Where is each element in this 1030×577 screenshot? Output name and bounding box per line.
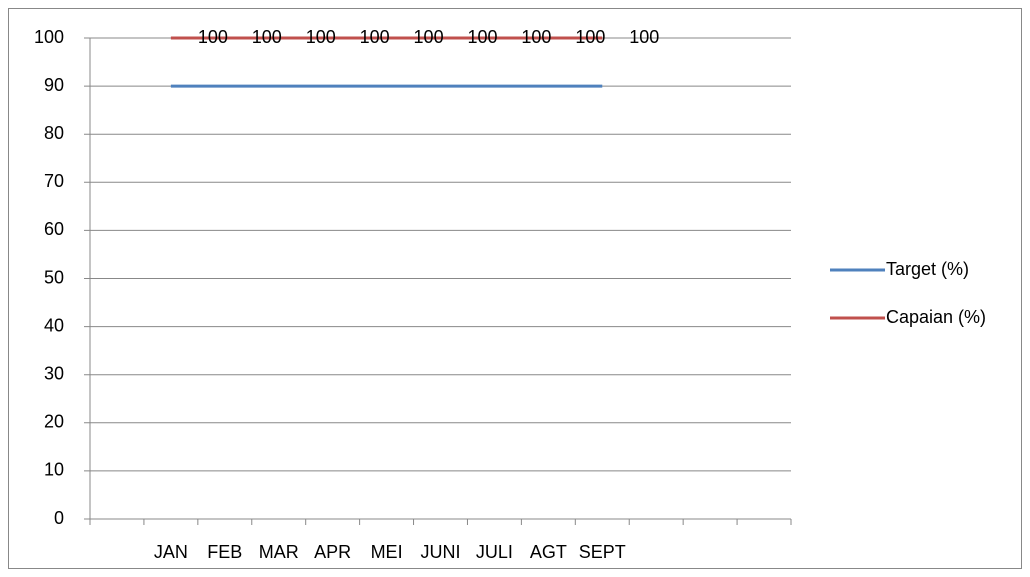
data-label: 100	[629, 27, 659, 47]
y-tick-label: 70	[44, 171, 64, 191]
x-tick-label: MAR	[259, 542, 299, 562]
legend-label: Capaian (%)	[886, 307, 986, 327]
data-label: 100	[575, 27, 605, 47]
y-tick-label: 20	[44, 412, 64, 432]
data-label: 100	[252, 27, 282, 47]
y-tick-label: 10	[44, 460, 64, 480]
x-tick-label: JUNI	[421, 542, 461, 562]
data-label: 100	[467, 27, 497, 47]
data-label: 100	[414, 27, 444, 47]
x-tick-label: FEB	[207, 542, 242, 562]
y-tick-label: 90	[44, 75, 64, 95]
chart-border	[8, 8, 1022, 569]
y-tick-label: 60	[44, 219, 64, 239]
data-label: 100	[360, 27, 390, 47]
x-tick-label: AGT	[530, 542, 567, 562]
y-tick-label: 100	[34, 27, 64, 47]
data-label: 100	[198, 27, 228, 47]
x-tick-label: APR	[314, 542, 351, 562]
y-tick-label: 50	[44, 267, 64, 287]
x-tick-label: JULI	[476, 542, 513, 562]
y-tick-label: 30	[44, 363, 64, 383]
y-tick-label: 0	[54, 508, 64, 528]
x-tick-label: SEPT	[579, 542, 626, 562]
data-label: 100	[306, 27, 336, 47]
x-tick-label: MEI	[371, 542, 403, 562]
y-tick-label: 80	[44, 123, 64, 143]
y-tick-label: 40	[44, 315, 64, 335]
x-tick-label: JAN	[154, 542, 188, 562]
legend-label: Target (%)	[886, 259, 969, 279]
data-label: 100	[521, 27, 551, 47]
